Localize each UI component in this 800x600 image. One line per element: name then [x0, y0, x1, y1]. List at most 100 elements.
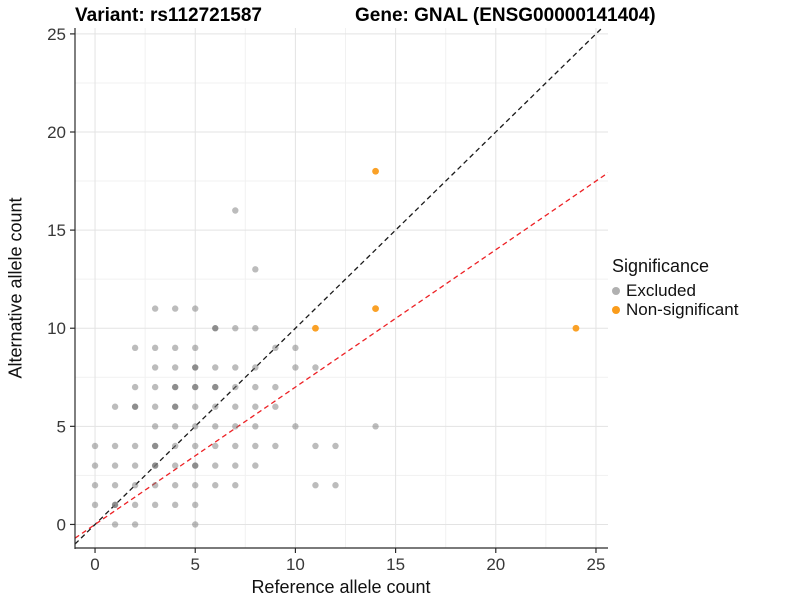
- data-point-excluded: [171, 442, 179, 450]
- data-point-excluded: [212, 364, 219, 371]
- data-point-excluded: [192, 442, 199, 450]
- data-point-excluded: [292, 423, 299, 430]
- legend-title: Significance: [612, 256, 710, 276]
- data-point-excluded: [272, 442, 279, 450]
- data-point-excluded: [151, 305, 159, 312]
- plot-title-gene: Gene: GNAL (ENSG00000141404): [355, 5, 656, 26]
- data-point-excluded: [312, 482, 319, 489]
- legend-item-label: Excluded: [626, 280, 696, 300]
- data-point-excluded: [151, 482, 159, 489]
- y-tick-label: 25: [47, 25, 66, 44]
- data-point-excluded: [111, 501, 119, 509]
- data-point-excluded: [171, 364, 179, 371]
- data-point-excluded: [131, 462, 139, 469]
- data-point-excluded: [192, 403, 199, 410]
- y-tick-label: 10: [47, 319, 66, 338]
- data-point-excluded: [151, 344, 159, 352]
- data-point-excluded: [151, 462, 159, 469]
- data-point-excluded: [192, 305, 199, 312]
- data-point-excluded: [151, 383, 159, 391]
- legend-item-excluded: Excluded: [612, 281, 738, 300]
- data-point-excluded: [171, 344, 179, 352]
- data-point-excluded: [91, 462, 99, 469]
- data-point-excluded: [252, 325, 259, 332]
- y-tick-label: 0: [57, 515, 66, 534]
- data-point-excluded: [252, 266, 259, 273]
- data-point-excluded: [192, 521, 199, 528]
- data-point-excluded: [192, 364, 199, 371]
- data-point-excluded: [212, 383, 219, 391]
- x-tick-label: 25: [587, 555, 606, 574]
- data-point-excluded: [212, 442, 219, 450]
- data-point-excluded: [171, 383, 179, 391]
- legend-dot: [612, 286, 620, 295]
- data-point-excluded: [171, 305, 179, 312]
- y-tick-label: 15: [47, 221, 66, 240]
- identity-line: [75, 28, 603, 545]
- data-point-excluded: [212, 462, 219, 469]
- data-point-excluded: [171, 403, 179, 410]
- data-point-excluded: [252, 423, 259, 430]
- data-point-excluded: [312, 364, 319, 371]
- data-point-excluded: [292, 344, 299, 352]
- data-point-excluded: [272, 403, 279, 410]
- data-point-excluded: [292, 364, 299, 371]
- data-point-excluded: [111, 442, 119, 450]
- data-point-excluded: [131, 442, 139, 450]
- data-point-excluded: [151, 364, 159, 371]
- legend-dot: [612, 305, 620, 314]
- data-point-excluded: [372, 423, 379, 430]
- legend: Significance Excluded Non-significant: [612, 256, 738, 319]
- x-tick-label: 15: [386, 555, 405, 574]
- data-point-excluded: [232, 423, 239, 430]
- data-point-excluded: [91, 482, 99, 489]
- data-point-excluded: [232, 442, 239, 450]
- data-point-excluded: [192, 462, 199, 469]
- data-point-excluded: [212, 403, 219, 410]
- data-point-excluded: [111, 403, 119, 410]
- data-point-excluded: [131, 521, 139, 528]
- x-tick-label: 5: [190, 555, 199, 574]
- data-point-excluded: [212, 325, 219, 332]
- data-point-excluded: [232, 462, 239, 469]
- plot-title-variant: Variant: rs112721587: [75, 5, 262, 26]
- x-tick-label: 0: [90, 555, 99, 574]
- x-tick-label: 10: [286, 555, 305, 574]
- threshold-line: [75, 172, 608, 539]
- data-point-excluded: [91, 442, 99, 450]
- data-point-excluded: [192, 344, 199, 352]
- data-point-excluded: [192, 383, 199, 391]
- x-tick-label: 20: [486, 555, 505, 574]
- data-point-excluded: [212, 482, 219, 489]
- y-tick-label: 20: [47, 123, 66, 142]
- data-point-non-significant: [572, 324, 580, 332]
- data-point-excluded: [131, 482, 139, 489]
- y-axis-title: Alternative allele count: [5, 197, 26, 379]
- data-point-excluded: [252, 442, 259, 450]
- data-point-excluded: [192, 501, 199, 509]
- data-point-excluded: [232, 207, 239, 214]
- data-point-excluded: [171, 482, 179, 489]
- data-point-excluded: [252, 462, 259, 469]
- data-point-excluded: [192, 482, 199, 489]
- data-point-excluded: [212, 423, 219, 430]
- data-point-excluded: [232, 383, 239, 391]
- data-point-excluded: [111, 521, 119, 528]
- data-point-excluded: [252, 383, 259, 391]
- data-point-excluded: [312, 442, 319, 450]
- data-point-excluded: [171, 423, 179, 430]
- data-point-non-significant: [312, 324, 319, 332]
- data-point-excluded: [192, 423, 199, 430]
- data-point-excluded: [332, 482, 339, 489]
- data-point-excluded: [272, 344, 279, 352]
- data-point-excluded: [151, 423, 159, 430]
- legend-item-non-significant: Non-significant: [612, 300, 738, 319]
- data-point-excluded: [151, 403, 159, 410]
- data-point-non-significant: [372, 167, 379, 175]
- data-point-excluded: [131, 383, 139, 391]
- data-point-excluded: [232, 325, 239, 332]
- data-point-excluded: [232, 403, 239, 410]
- data-point-excluded: [151, 442, 159, 450]
